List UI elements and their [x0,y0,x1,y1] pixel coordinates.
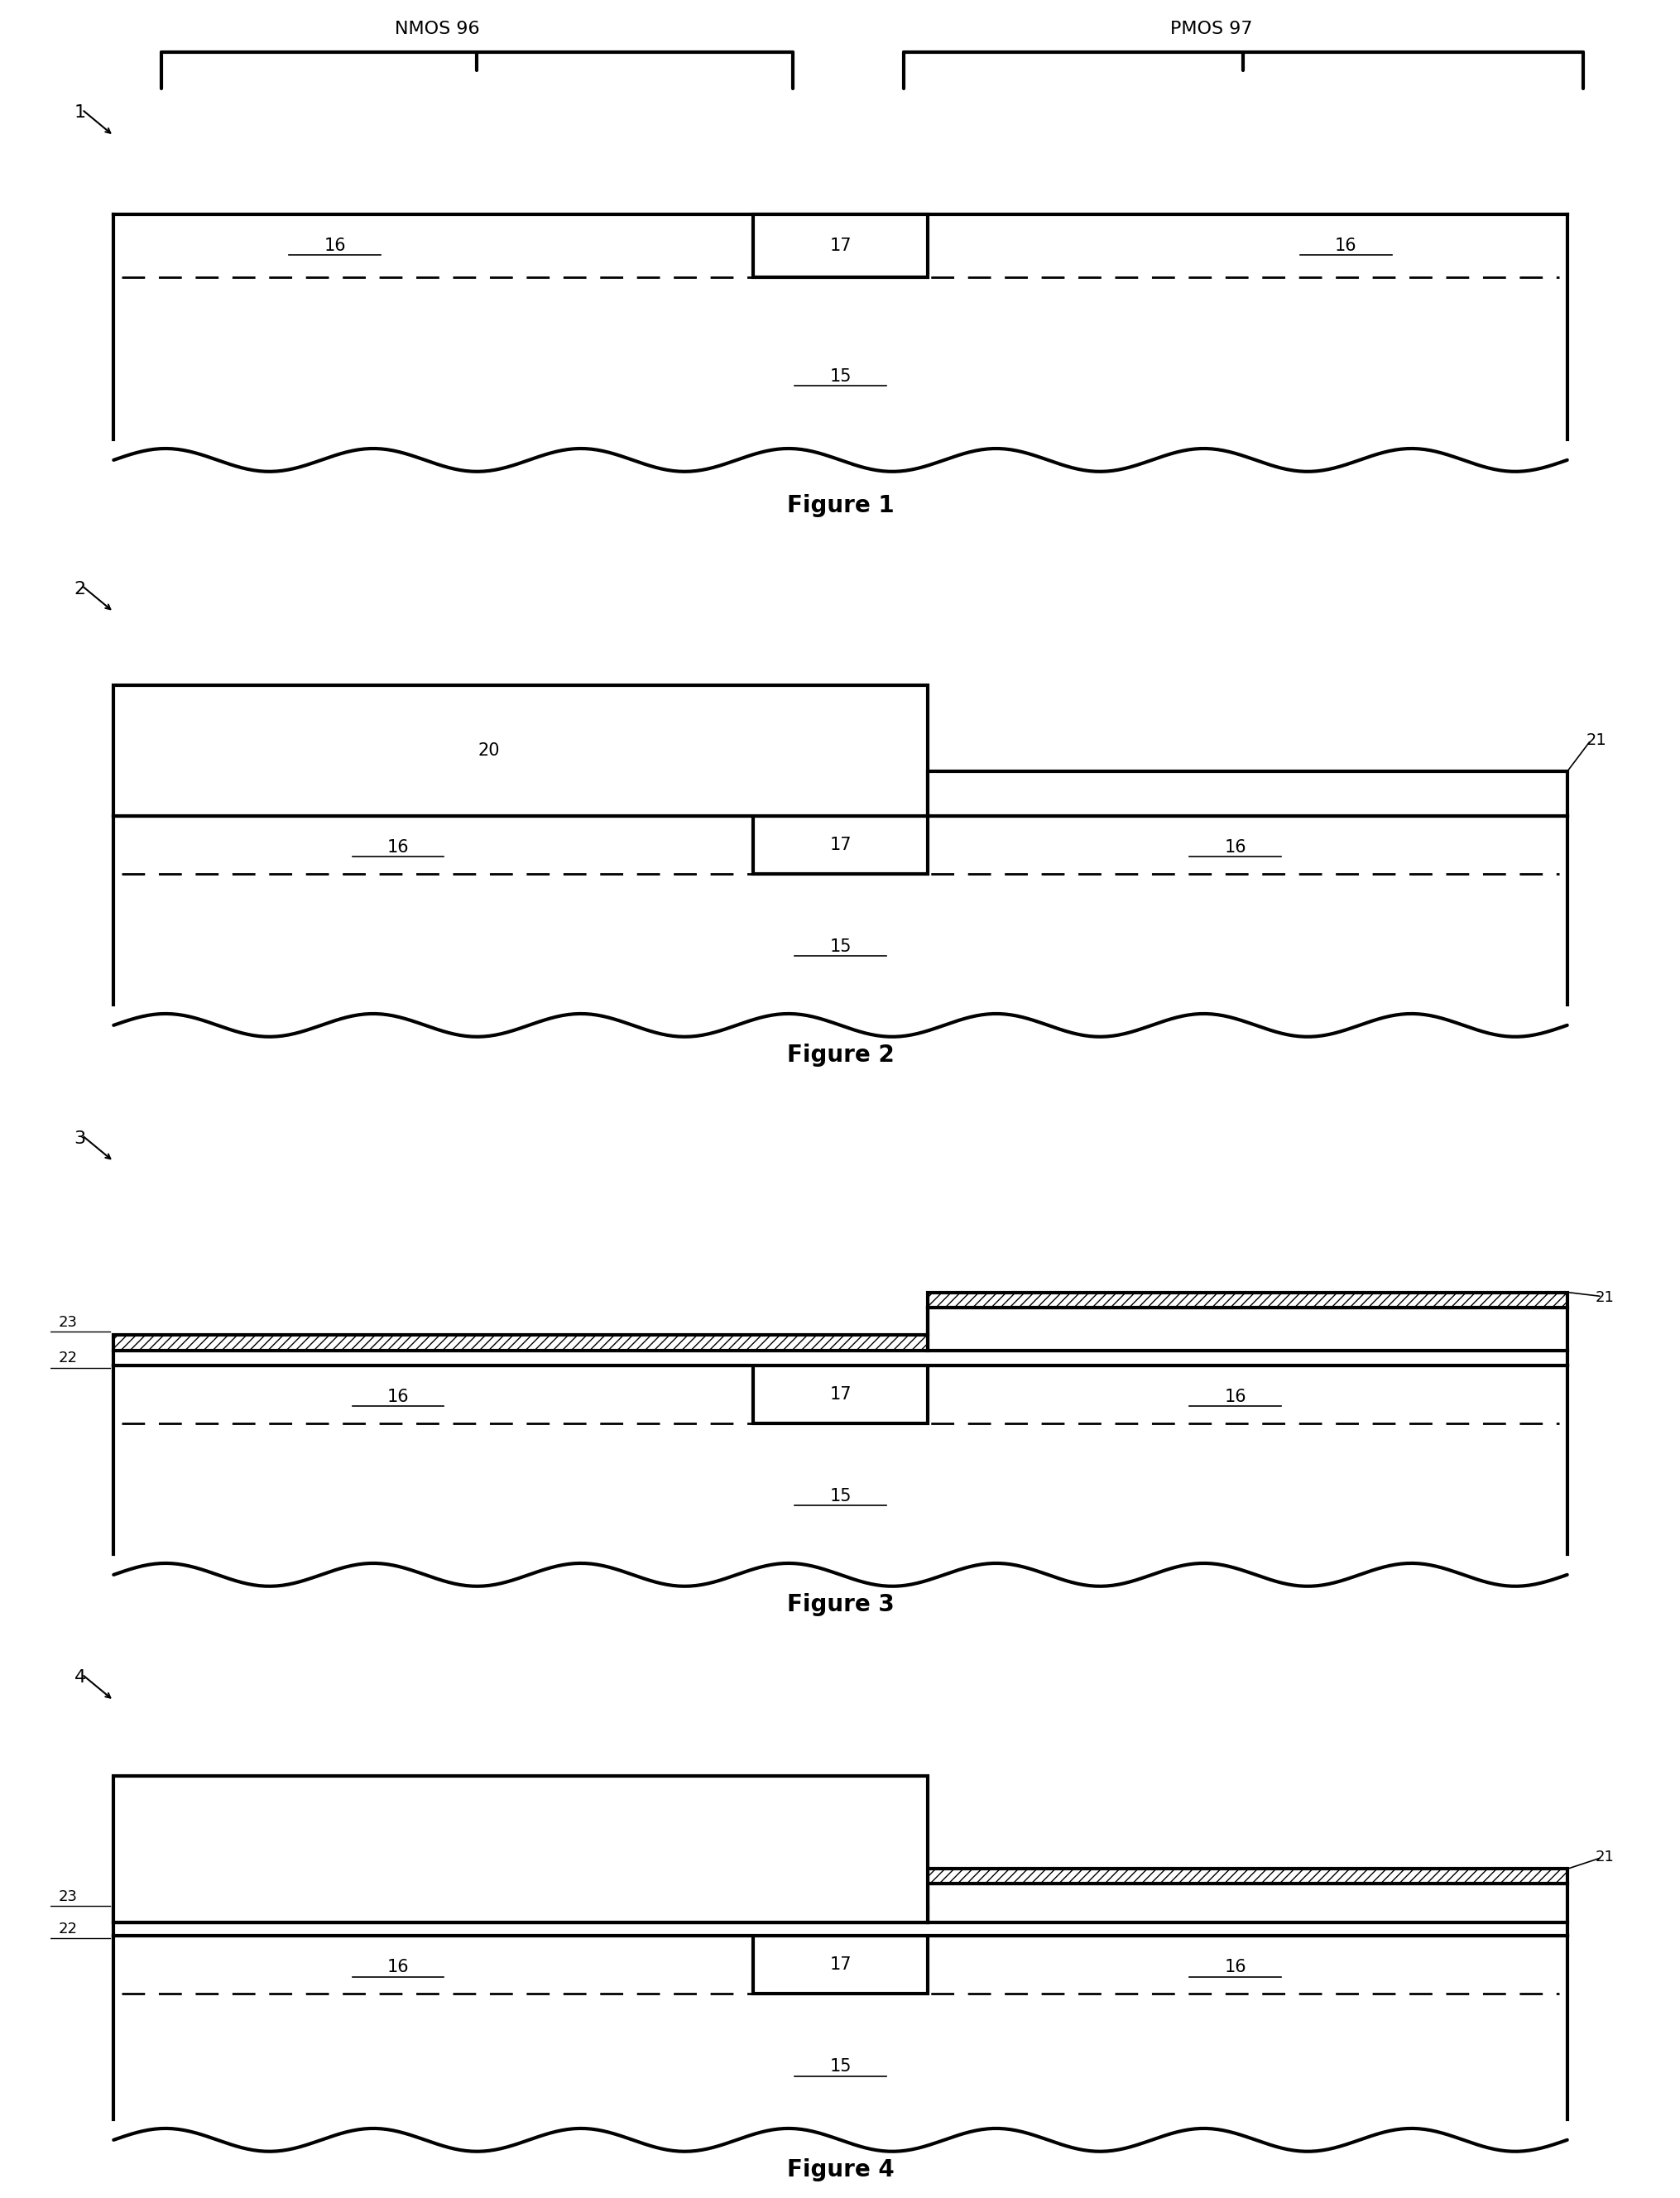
Bar [927,1308,1566,1352]
Text: 16: 16 [1223,1958,1247,1976]
Text: NMOS 96: NMOS 96 [395,20,480,37]
Text: 25: 25 [509,1842,531,1857]
Bar [753,815,927,873]
Text: 16: 16 [1223,1389,1247,1405]
Text: 17: 17 [828,837,852,853]
Text: 3: 3 [74,1130,86,1147]
Text: 23: 23 [59,1890,77,1903]
Text: 17: 17 [828,237,852,253]
Text: 22: 22 [59,1921,77,1936]
Bar [114,1908,927,1923]
Text: 15: 15 [828,939,852,956]
Text: 16: 16 [386,1958,408,1976]
Text: 16: 16 [1223,840,1247,855]
Text: 1: 1 [74,103,86,121]
Text: Figure 4: Figure 4 [786,2158,894,2183]
Text: 24: 24 [1082,1868,1102,1884]
Text: 16: 16 [386,1389,408,1405]
Text: 16: 16 [1334,237,1356,253]
Bar [114,1776,927,1923]
Bar [114,686,927,815]
Text: 22: 22 [59,1352,77,1365]
Text: Figure 2: Figure 2 [786,1044,894,1066]
Text: 21: 21 [1594,1290,1614,1306]
Text: 4: 4 [74,1668,86,1686]
Text: 15: 15 [828,2057,852,2075]
Text: PMOS 97: PMOS 97 [1169,20,1252,37]
Bar [114,1334,927,1352]
Bar [114,1923,1566,1936]
Text: 15: 15 [828,367,852,385]
Text: 17: 17 [828,1387,852,1402]
Bar [927,1292,1566,1308]
Bar [927,771,1566,815]
Text: 16: 16 [324,237,346,253]
Text: 2: 2 [74,580,86,598]
Text: 21: 21 [1586,732,1606,747]
Text: 20: 20 [477,743,499,758]
Text: 23: 23 [59,1314,77,1330]
Text: Figure 3: Figure 3 [786,1594,894,1616]
Bar [753,1936,927,1994]
Bar [753,1365,927,1422]
Text: 16: 16 [386,840,408,855]
Text: 15: 15 [828,1488,852,1506]
Text: 17: 17 [828,1956,852,1974]
Bar [114,1352,1566,1365]
Bar [927,1868,1566,1884]
Bar [927,1884,1566,1923]
Text: 21: 21 [1594,1851,1614,1864]
Text: Figure 1: Figure 1 [786,495,894,517]
Bar [753,213,927,277]
